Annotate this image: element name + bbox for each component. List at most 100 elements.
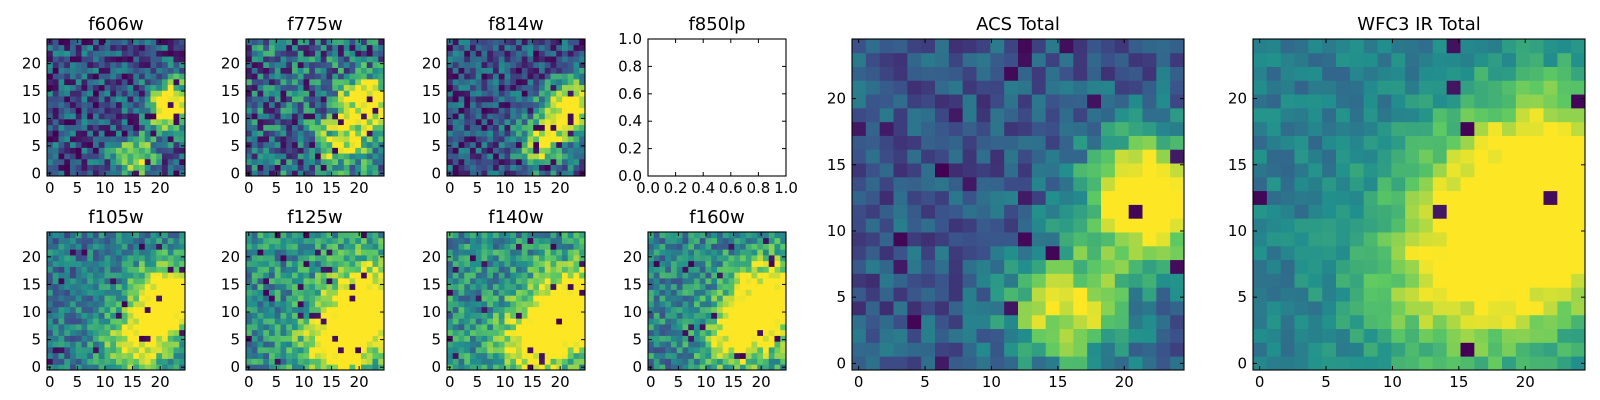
heatmap-cell xyxy=(458,352,465,359)
heatmap-cell xyxy=(110,90,117,97)
heatmap-cell xyxy=(343,352,350,359)
heatmap-cell xyxy=(734,237,741,244)
y-tick-label: 15 xyxy=(827,156,846,174)
heatmap-cell xyxy=(539,84,546,91)
heatmap-cell xyxy=(458,118,465,126)
heatmap-cell xyxy=(326,329,333,336)
heatmap-cell xyxy=(309,335,316,342)
heatmap-cell xyxy=(332,318,339,325)
heatmap-cell xyxy=(355,130,362,137)
heatmap-cell xyxy=(487,67,494,74)
heatmap-cell xyxy=(567,56,574,63)
heatmap-cell xyxy=(694,318,701,325)
heatmap-cell xyxy=(156,295,163,302)
heatmap-cell xyxy=(447,164,454,171)
heatmap-cell xyxy=(349,352,356,359)
heatmap-cell xyxy=(852,218,867,233)
heatmap-cell xyxy=(349,232,356,239)
heatmap-cell xyxy=(452,73,459,80)
heatmap-cell xyxy=(711,312,718,319)
heatmap-cell xyxy=(464,335,471,342)
heatmap-cell xyxy=(81,324,88,331)
heatmap-cell xyxy=(447,67,454,74)
heatmap-cell xyxy=(464,329,471,336)
heatmap-cell xyxy=(745,364,752,371)
heatmap-cell xyxy=(251,306,258,313)
heatmap-cell xyxy=(292,232,299,239)
heatmap-cell xyxy=(688,318,695,325)
heatmap-cell xyxy=(274,147,281,154)
heatmap-cell xyxy=(962,80,977,95)
heatmap-cell xyxy=(315,147,322,154)
heatmap-cell xyxy=(893,204,908,219)
heatmap-cell xyxy=(694,289,701,296)
heatmap-cell xyxy=(1280,356,1295,371)
heatmap-cell xyxy=(251,324,258,331)
heatmap-cell xyxy=(251,329,258,336)
heatmap-cell xyxy=(757,260,764,267)
heatmap-cell xyxy=(1031,218,1047,233)
heatmap-cell xyxy=(539,118,546,126)
heatmap-cell xyxy=(516,283,523,290)
heatmap-cell xyxy=(320,118,327,126)
heatmap-cell xyxy=(464,44,471,51)
heatmap-cell xyxy=(167,84,174,91)
heatmap-cell xyxy=(93,295,100,302)
heatmap-cell xyxy=(757,347,764,354)
heatmap-cell xyxy=(533,124,540,131)
heatmap-cell xyxy=(907,176,922,192)
heatmap-cell xyxy=(150,78,157,86)
heatmap-cell xyxy=(1045,342,1060,357)
heatmap-cell xyxy=(734,260,741,267)
heatmap-cell xyxy=(1018,80,1033,95)
heatmap-cell xyxy=(144,158,151,165)
heatmap-cell xyxy=(121,329,128,336)
heatmap-cell xyxy=(320,113,327,120)
heatmap-cell xyxy=(121,153,128,160)
heatmap-cell xyxy=(47,124,54,131)
heatmap-cell xyxy=(75,237,82,244)
heatmap-cell xyxy=(780,255,787,262)
panel-title: f606w xyxy=(88,14,143,35)
heatmap-cell xyxy=(562,289,569,296)
heatmap-cell xyxy=(470,272,477,279)
heatmap-cell xyxy=(527,90,534,97)
heatmap-cell xyxy=(309,101,316,108)
heatmap-cell xyxy=(475,136,482,143)
heatmap-cell xyxy=(579,73,586,80)
heatmap-cell xyxy=(355,335,362,342)
heatmap-cell xyxy=(1156,80,1171,95)
heatmap-cell xyxy=(121,289,128,296)
heatmap-cell xyxy=(740,237,747,244)
heatmap-cell xyxy=(711,243,718,250)
heatmap-cell xyxy=(734,341,741,348)
heatmap-cell xyxy=(475,341,482,348)
heatmap-cell xyxy=(653,272,660,279)
heatmap-cell xyxy=(162,158,169,165)
heatmap-cell xyxy=(81,266,88,273)
heatmap-cell xyxy=(1087,135,1102,150)
heatmap-cell xyxy=(93,347,100,354)
heatmap-cell xyxy=(320,347,327,354)
heatmap-cell xyxy=(921,342,936,357)
heatmap-cell xyxy=(104,312,111,319)
heatmap-cell xyxy=(326,158,333,165)
heatmap-cell xyxy=(1391,342,1406,357)
heatmap-cell xyxy=(722,283,729,290)
heatmap-cell xyxy=(579,141,586,148)
heatmap-cell xyxy=(70,39,77,46)
heatmap-cell xyxy=(361,147,368,154)
heatmap-cell xyxy=(504,243,511,250)
heatmap-cell xyxy=(1156,356,1171,371)
heatmap-cell xyxy=(52,130,59,137)
heatmap-cell xyxy=(452,136,459,143)
heatmap-cell xyxy=(64,237,71,244)
heatmap-cell xyxy=(763,243,770,250)
heatmap-cell xyxy=(246,101,253,108)
heatmap-cell xyxy=(263,136,270,143)
heatmap-cell xyxy=(757,318,764,325)
heatmap-cell xyxy=(498,306,505,313)
heatmap-cell xyxy=(452,153,459,160)
heatmap-cell xyxy=(976,356,991,371)
